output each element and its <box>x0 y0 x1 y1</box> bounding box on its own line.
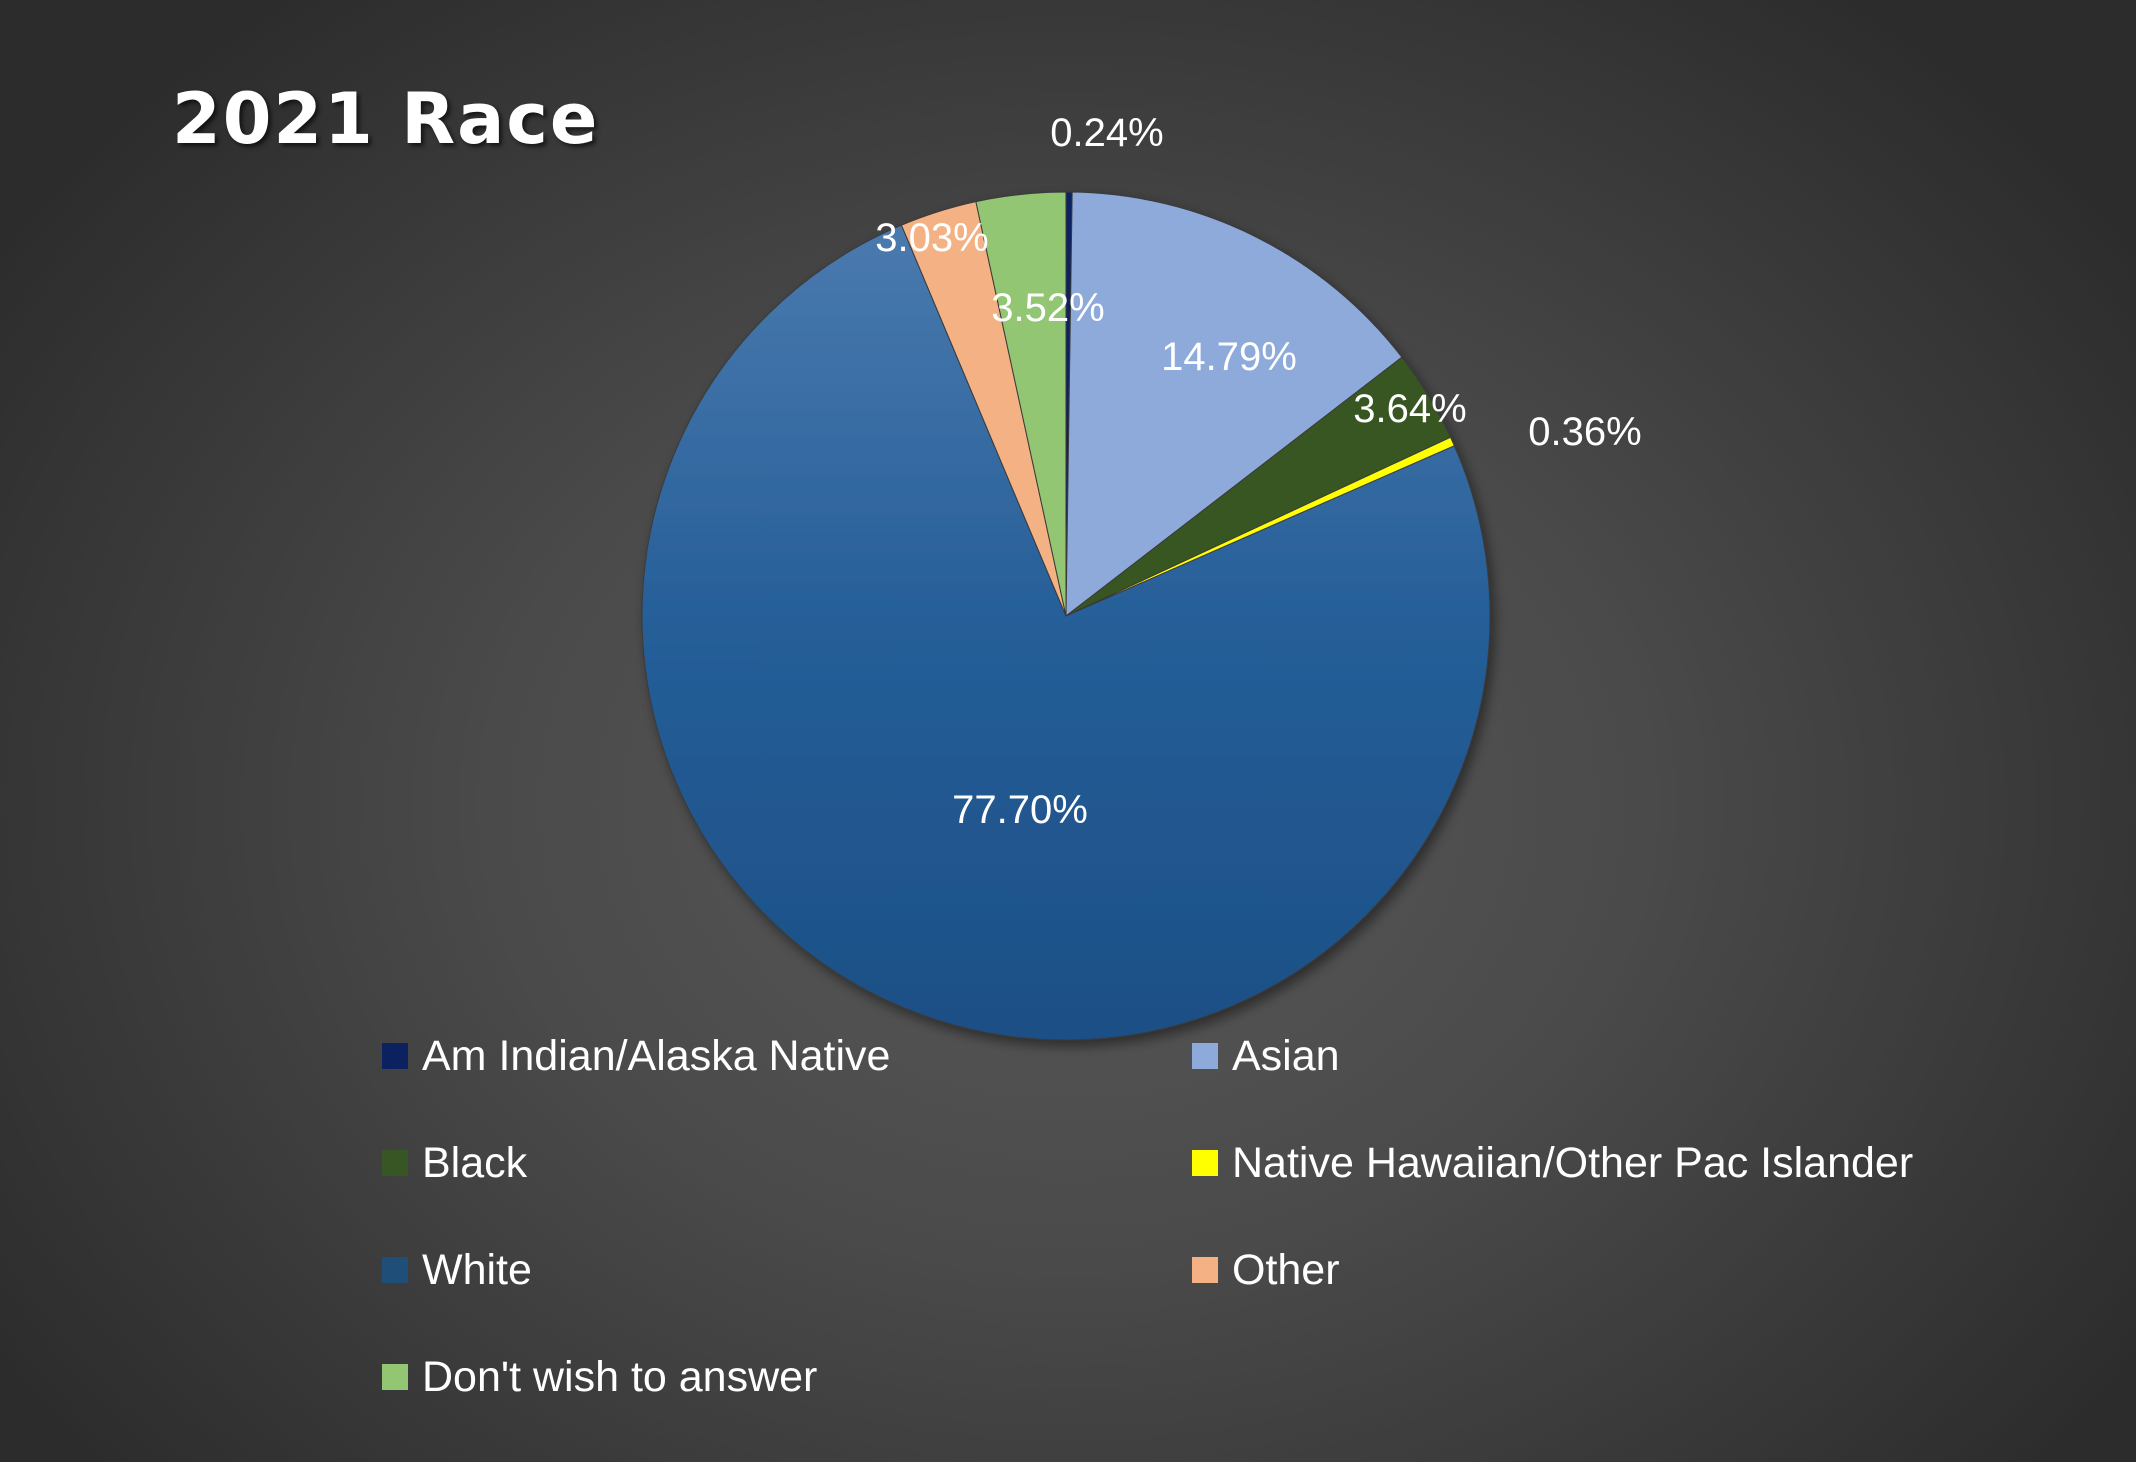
legend-item-am-indian-alaska-native: Am Indian/Alaska Native <box>382 1031 890 1081</box>
data-label-black: 3.64% <box>1353 387 1466 431</box>
legend-item-native-hawaiian-other-pac-islander: Native Hawaiian/Other Pac Islander <box>1192 1138 1913 1188</box>
legend-item-don-t-wish-to-answer: Don't wish to answer <box>382 1352 817 1402</box>
legend-label: Native Hawaiian/Other Pac Islander <box>1232 1138 1914 1187</box>
legend-label: Other <box>1232 1245 1340 1294</box>
legend-item-white: White <box>382 1245 532 1295</box>
data-label-other: 3.03% <box>875 216 988 260</box>
pie-slice-white <box>641 224 1491 1041</box>
legend-label: Am Indian/Alaska Native <box>422 1031 891 1080</box>
legend-label: White <box>422 1245 532 1294</box>
legend-swatch <box>1192 1043 1218 1069</box>
pie-slice-don-t-wish-to-answer <box>975 191 1067 617</box>
legend-swatch <box>382 1364 408 1390</box>
legend-swatch <box>1192 1257 1218 1283</box>
data-label-native-hawaiian-other-pac-islander: 0.36% <box>1528 410 1641 454</box>
legend-item-asian: Asian <box>1192 1031 1340 1081</box>
data-label-white: 77.70% <box>952 788 1088 832</box>
chart-title: 2021 Race <box>172 78 600 160</box>
data-label-don-t-wish-to-answer: 3.52% <box>991 286 1104 330</box>
legend-swatch <box>382 1043 408 1069</box>
pie-slice-asian <box>1065 191 1403 618</box>
legend-swatch <box>382 1257 408 1283</box>
legend-swatch <box>1192 1150 1218 1176</box>
legend-item-black: Black <box>382 1138 527 1188</box>
data-label-asian: 14.79% <box>1161 335 1297 379</box>
legend-label: Black <box>422 1138 528 1187</box>
data-label-am-indian-alaska-native: 0.24% <box>1050 111 1163 155</box>
legend-label: Don't wish to answer <box>422 1352 818 1401</box>
legend-item-other: Other <box>1192 1245 1340 1295</box>
legend-swatch <box>382 1150 408 1176</box>
legend-label: Asian <box>1232 1031 1340 1080</box>
